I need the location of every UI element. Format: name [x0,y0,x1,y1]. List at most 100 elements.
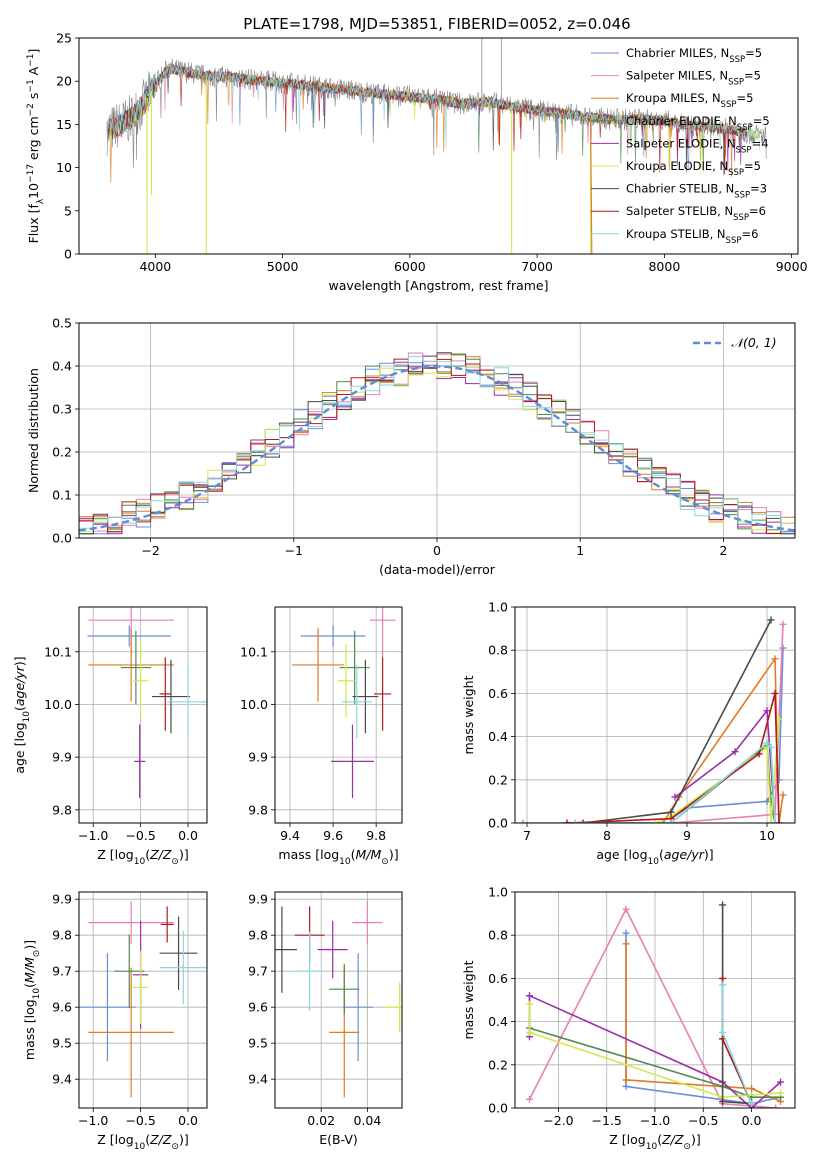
point-kroupa-miles [88,628,174,702]
chart-mass-vs-z: −1.0 −0.5 0.09.49.59.69.79.89.9Z [log10(Z/… [22,891,208,1152]
point-chabrier-stelib [152,659,190,734]
axes: −2 −1 0 1 2 0.0 0.1 0.2 0.3 0.4 0.5 (data-model)/er… [26,316,796,577]
y-axis-label: mass weight [461,675,476,754]
y-tick-label: 9.6 [248,1000,268,1015]
series-kroupa-stelib [719,981,756,1108]
label-part: ( [145,847,150,862]
series-line [529,1027,781,1098]
y-tick-label: 10.1 [44,644,72,659]
label-part: −17 [26,164,36,183]
y-tick-label: 9.7 [52,964,72,979]
label-part: ⊙ [32,950,42,958]
model-spectrum-kroupa-stelib [106,64,761,152]
legend-label-chabrier-stelib: Chabrier STELIB, NSSP=3 [626,182,767,201]
point-chabrier-miles [87,625,171,647]
label-part: ⊙ [171,1142,179,1152]
label-part: Z [log [609,1132,645,1147]
y-tick-label: 1.0 [488,885,508,900]
series-marker [719,901,727,909]
y-tick-label: 0.6 [488,971,508,986]
label-part: mass [log [278,847,339,862]
y-tick-label: 9.5 [248,1036,268,1051]
legend-sub: SSP [728,78,744,88]
label-part: )] [691,1132,701,1147]
series-marker [775,819,783,823]
series-marker [563,819,571,823]
x-tick-label: 8 [603,828,611,843]
x-tick-label: 8000 [648,259,680,274]
legend-suffix: =5 [744,159,761,173]
series-chabrier-stelib [579,616,775,823]
series-marker [622,1082,630,1090]
point-chabrier-elodie [120,630,151,705]
label-part: Z [log [97,1132,133,1147]
series-marker [777,1078,785,1086]
axes: −1.0 −0.5 0.09.49.59.69.79.89.9Z [log10(Z/… [22,891,208,1152]
label-part: (data-model)/error [379,562,496,577]
legend-label-kroupa-miles: Kroupa MILES, NSSP=5 [626,91,753,110]
point-chabrier-elodie [339,630,370,705]
series-marker [767,743,775,751]
label-part: A [26,66,41,79]
label-part: ( [145,1132,150,1147]
legend-text: Salpeter ELODIE, N [626,136,736,150]
x-tick-label: 9000 [776,259,808,274]
plot-area [519,616,787,823]
legend-text: Chabrier STELIB, N [626,182,734,196]
point-salpeter-miles [369,607,396,657]
x-tick-label: 0.0 [178,828,198,843]
x-tick-label: −1.0 [78,828,108,843]
point-kroupa-stelib [294,931,325,1011]
series-marker [771,655,779,663]
y-tick-label: 9.5 [52,1036,72,1051]
series-marker [659,819,667,823]
y-tick-label: 25 [56,31,72,46]
x-tick-label: −1 [285,543,303,558]
label-part: ( [12,706,27,711]
series-marker [767,616,775,624]
label-part: Z/Z [149,1132,172,1147]
series-line [523,624,784,823]
point-salpeter-miles [88,901,174,945]
x-tick-label: 0.0 [742,1113,762,1128]
x-tick-label: 0 [433,543,441,558]
plot-area [79,901,207,1098]
legend-suffix: =5 [745,46,762,60]
label-part: mass weight [461,675,476,754]
point-kroupa-miles [292,628,344,702]
x-axis-label: wavelength [Angstrom, rest frame] [328,278,548,293]
legend-sub: SSP [733,213,749,223]
figure-title: PLATE=1798, MJD=53851, FIBERID=0052, z=0… [243,15,630,33]
y-tick-label: 0.4 [488,729,508,744]
point-chabrier-elodie [329,964,360,1015]
label-part: M/M [22,957,37,983]
series-marker [779,791,787,799]
label-part: ( [659,847,664,862]
label-part: 10 [26,183,41,199]
point-salpeter-stelib [159,657,171,731]
point-kroupa-stelib [167,665,207,739]
y-tick-label: 10.1 [240,644,268,659]
series-salpeter-miles [519,620,787,823]
y-axis-label: Normed distribution [26,368,41,493]
x-tick-label: 7000 [521,259,553,274]
chart-mass-vs-ebv: 0.02 0.04 9.4 9.5 9.6 9.7 9.8 9.9 E(B-V) [248,891,403,1147]
label-part: )] [12,656,27,666]
x-axis-label: (data-model)/error [379,562,496,577]
legend-text: Kroupa ELODIE, N [626,159,728,173]
y-tick-label: 9.8 [52,802,72,817]
label-part: Normed distribution [26,368,41,493]
chart-age-vs-mass: 9.4 9.6 9.8 9.8 9.9 10.0 10.1 mass [log10(M/M⊙)… [240,606,403,867]
x-tick-label: 0.0 [178,1113,198,1128]
label-part: ⊙ [171,857,179,867]
point-kroupa-elodie [337,644,355,718]
point-salpeter-elodie [317,920,348,979]
label-part: )] [704,847,714,862]
point-chabrier-miles [300,625,366,647]
point-kroupa-elodie [133,950,149,1025]
series-marker [775,715,783,723]
series-line [670,647,784,820]
plot-area [87,607,207,799]
plot-area [525,901,785,1108]
series-marker [763,707,771,715]
